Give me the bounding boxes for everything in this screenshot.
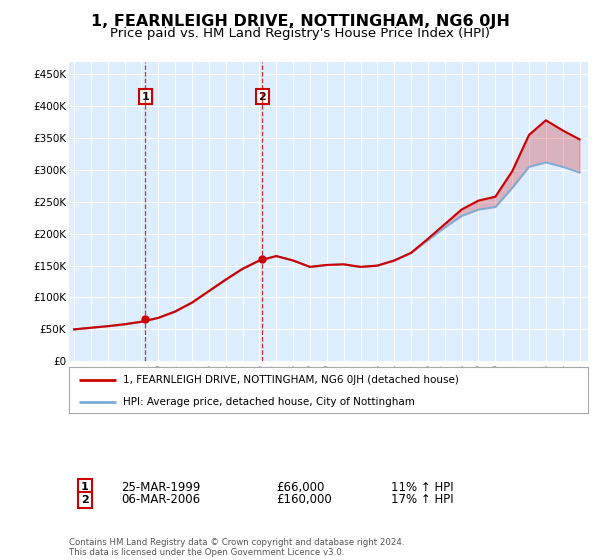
Text: 25-MAR-1999: 25-MAR-1999 xyxy=(121,480,200,494)
Text: Contains HM Land Registry data © Crown copyright and database right 2024.
This d: Contains HM Land Registry data © Crown c… xyxy=(69,538,404,557)
Text: 1, FEARNLEIGH DRIVE, NOTTINGHAM, NG6 0JH (detached house): 1, FEARNLEIGH DRIVE, NOTTINGHAM, NG6 0JH… xyxy=(124,375,460,385)
Text: 1: 1 xyxy=(142,92,149,102)
Text: Price paid vs. HM Land Registry's House Price Index (HPI): Price paid vs. HM Land Registry's House … xyxy=(110,27,490,40)
Text: 17% ↑ HPI: 17% ↑ HPI xyxy=(391,493,454,506)
Text: HPI: Average price, detached house, City of Nottingham: HPI: Average price, detached house, City… xyxy=(124,397,415,407)
Text: 06-MAR-2006: 06-MAR-2006 xyxy=(121,493,200,506)
Text: 2: 2 xyxy=(259,92,266,102)
Text: £160,000: £160,000 xyxy=(277,493,332,506)
Text: 11% ↑ HPI: 11% ↑ HPI xyxy=(391,480,454,494)
Text: 2: 2 xyxy=(80,495,88,505)
Text: 1, FEARNLEIGH DRIVE, NOTTINGHAM, NG6 0JH: 1, FEARNLEIGH DRIVE, NOTTINGHAM, NG6 0JH xyxy=(91,14,509,29)
Text: 1: 1 xyxy=(80,482,88,492)
Text: £66,000: £66,000 xyxy=(277,480,325,494)
